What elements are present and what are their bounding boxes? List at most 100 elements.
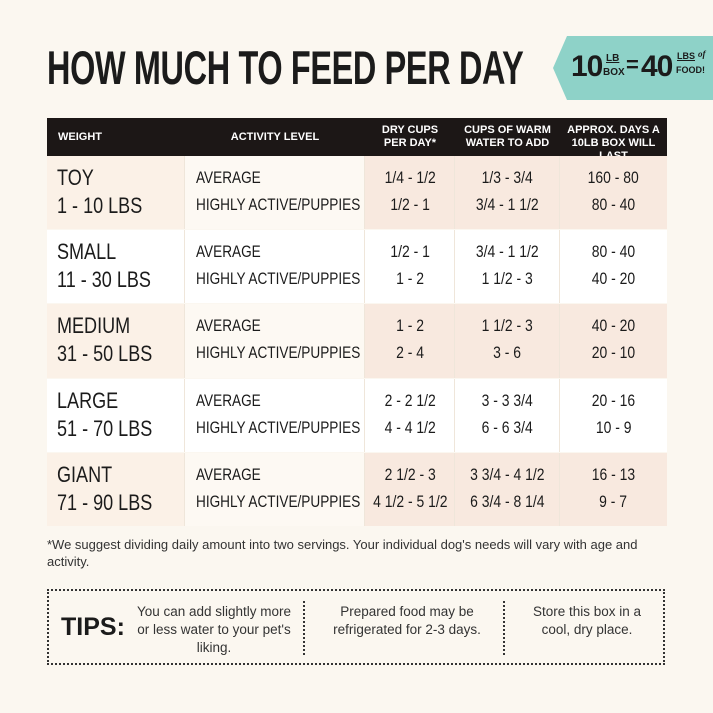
- table-cell: [185, 230, 365, 304]
- amount-text: 80 - 40: [591, 195, 636, 214]
- activity-text: HIGHLY ACTIVE/PUPPIES: [196, 269, 361, 289]
- table-cell: [185, 156, 365, 230]
- tip: You can add slightly more or less water …: [136, 604, 292, 655]
- weight-class: LARGE: [57, 387, 132, 415]
- amount: 160 - 80: [560, 168, 667, 188]
- table-cell: [365, 304, 455, 378]
- badge-bg: [553, 36, 713, 100]
- size-range: 31 - 50 LBS: [57, 341, 153, 367]
- amount: 2 - 2 1/2: [365, 391, 455, 411]
- amount-text: 40 - 20: [591, 269, 636, 289]
- activity-level: HIGHLY ACTIVE/PUPPIES: [196, 269, 401, 289]
- size-range: 1 - 10 LBS: [57, 193, 143, 218]
- activity-text: AVERAGE: [196, 390, 261, 410]
- activity-text: AVERAGE: [196, 242, 261, 262]
- header-line: APPROX. DAYS A: [567, 124, 660, 136]
- amount: 16 - 13: [560, 465, 667, 485]
- title-text: HOW MUCH TO FEED PER DAY: [47, 41, 524, 94]
- activity-text: HIGHLY ACTIVE/PUPPIES: [196, 195, 361, 214]
- table-cell: [47, 230, 185, 304]
- amount-text: 20 - 16: [591, 390, 636, 410]
- table-cell: [185, 378, 365, 452]
- amount-text: 1 - 2: [396, 269, 424, 289]
- amount-text: 1/2 - 1: [390, 195, 430, 214]
- amount: 9 - 7: [560, 492, 667, 512]
- table-cell: [455, 378, 560, 452]
- amount: 1 1/2 - 3: [455, 269, 560, 289]
- table-header: [47, 118, 667, 156]
- amount: 6 - 6 3/4: [455, 418, 560, 438]
- table-cell: [47, 156, 185, 230]
- amount-text: 3 - 6: [493, 343, 522, 363]
- weight-class: GIANT: [57, 461, 124, 489]
- activity-level: HIGHLY ACTIVE/PUPPIES: [196, 418, 401, 438]
- activity-text: AVERAGE: [196, 316, 261, 336]
- separator: [303, 601, 305, 655]
- amount: 80 - 40: [560, 195, 667, 215]
- amount: 3 3/4 - 4 1/2: [455, 465, 560, 485]
- header-line: DRY CUPS: [381, 124, 439, 136]
- activity-level: AVERAGE: [196, 391, 277, 411]
- badge-shape: [553, 36, 713, 100]
- amount: 40 - 20: [560, 269, 667, 289]
- amount-text: 4 - 4 1/2: [384, 417, 436, 437]
- amount-text: 1/4 - 1/2: [384, 168, 436, 187]
- table-cell: [47, 452, 185, 526]
- table-cell: [365, 452, 455, 526]
- amount-text: 1 - 2: [396, 316, 424, 336]
- activity-text: AVERAGE: [196, 464, 261, 484]
- amount-text: 2 1/2 - 3: [384, 464, 436, 484]
- activity-text: HIGHLY ACTIVE/PUPPIES: [196, 417, 361, 437]
- amount: 1/4 - 1/2: [365, 168, 455, 188]
- badge-unit: BOX: [603, 67, 625, 78]
- tips-box: TIPS: You can add slightly more or less …: [47, 589, 665, 665]
- amount-text: 80 - 40: [591, 242, 636, 262]
- table-cell: [365, 378, 455, 452]
- amount: 3 - 3 3/4: [455, 391, 560, 411]
- weight-class: TOY: [57, 164, 102, 192]
- column-header: CUPS OF WARM WATER TO ADD: [455, 124, 560, 150]
- amount-text: 40 - 20: [591, 316, 636, 336]
- amount: 3 - 6: [455, 343, 560, 363]
- weight-class: SMALL: [57, 238, 129, 266]
- activity-level: AVERAGE: [196, 168, 277, 188]
- activity-text: HIGHLY ACTIVE/PUPPIES: [196, 491, 361, 511]
- header-line: ACTIVITY LEVEL: [230, 131, 320, 143]
- amount-text: 2 - 2 1/2: [384, 390, 436, 410]
- amount: 2 1/2 - 3: [365, 465, 455, 485]
- column-header: WEIGHT: [58, 131, 196, 144]
- header-line: PER DAY*: [383, 137, 437, 149]
- amount-text: 3 - 3 3/4: [481, 390, 534, 410]
- table-cell: [455, 452, 560, 526]
- table-cell: [47, 304, 185, 378]
- amount-text: 9 - 7: [599, 491, 628, 511]
- amount: 1/2 - 1: [365, 195, 455, 215]
- weight-range: 1 - 10 LBS: [57, 192, 161, 220]
- amount-text: 3/4 - 1 1/2: [476, 195, 539, 214]
- amount: 4 - 4 1/2: [365, 418, 455, 438]
- table-cell: [560, 452, 667, 526]
- amount: 10 - 9: [560, 418, 667, 438]
- amount: 1 - 2: [365, 269, 455, 289]
- amount-text: 6 3/4 - 8 1/4: [470, 491, 545, 511]
- separator: [503, 601, 505, 655]
- amount-text: 160 - 80: [587, 168, 640, 187]
- activity-level: AVERAGE: [196, 316, 277, 336]
- amount: 40 - 20: [560, 316, 667, 336]
- amount: 80 - 40: [560, 242, 667, 262]
- amount: 1 - 2: [365, 316, 455, 336]
- table-cell: [560, 378, 667, 452]
- table-cell: [560, 156, 667, 230]
- size-name: LARGE: [57, 387, 119, 413]
- table-cell: [365, 156, 455, 230]
- badge-unit: of: [698, 49, 706, 59]
- amount-text: 6 - 6 3/4: [481, 417, 534, 437]
- amount-text: 4 1/2 - 5 1/2: [373, 491, 448, 511]
- badge-unit: FOOD!: [676, 65, 705, 75]
- table-cell: [185, 452, 365, 526]
- table-cell: [560, 230, 667, 304]
- activity-level: HIGHLY ACTIVE/PUPPIES: [196, 492, 401, 512]
- weight-range: 11 - 30 LBS: [57, 266, 172, 294]
- size-range: 11 - 30 LBS: [57, 267, 151, 293]
